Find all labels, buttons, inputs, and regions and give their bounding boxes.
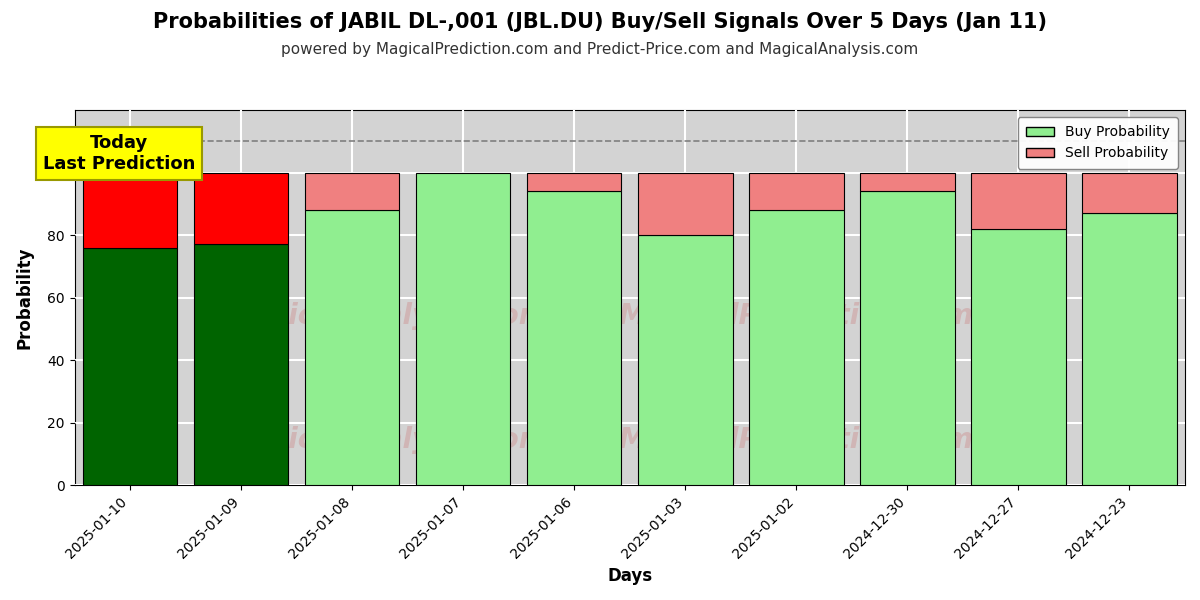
- Text: MagicalAnalysis.com: MagicalAnalysis.com: [223, 302, 548, 331]
- Bar: [305, 210, 400, 485]
- Bar: [194, 244, 288, 485]
- Text: Today
Last Prediction: Today Last Prediction: [43, 134, 196, 173]
- Bar: [1082, 173, 1177, 213]
- Bar: [305, 173, 400, 210]
- Bar: [749, 173, 844, 210]
- Bar: [860, 173, 955, 191]
- Bar: [638, 235, 732, 485]
- Bar: [416, 173, 510, 485]
- X-axis label: Days: Days: [607, 567, 653, 585]
- Text: powered by MagicalPrediction.com and Predict-Price.com and MagicalAnalysis.com: powered by MagicalPrediction.com and Pre…: [281, 42, 919, 57]
- Bar: [1082, 213, 1177, 485]
- Bar: [749, 210, 844, 485]
- Bar: [83, 141, 178, 248]
- Text: Probabilities of JABIL DL-,001 (JBL.DU) Buy/Sell Signals Over 5 Days (Jan 11): Probabilities of JABIL DL-,001 (JBL.DU) …: [154, 12, 1046, 32]
- Bar: [971, 229, 1066, 485]
- Y-axis label: Probability: Probability: [16, 247, 34, 349]
- Bar: [860, 191, 955, 485]
- Bar: [971, 173, 1066, 229]
- Text: MagicalPrediction.com: MagicalPrediction.com: [619, 302, 974, 331]
- Bar: [527, 191, 622, 485]
- Bar: [83, 248, 178, 485]
- Text: MagicalAnalysis.com: MagicalAnalysis.com: [223, 426, 548, 454]
- Bar: [638, 173, 732, 235]
- Bar: [194, 173, 288, 244]
- Text: MagicalPrediction.com: MagicalPrediction.com: [619, 426, 974, 454]
- Bar: [527, 173, 622, 191]
- Legend: Buy Probability, Sell Probability: Buy Probability, Sell Probability: [1018, 117, 1178, 169]
